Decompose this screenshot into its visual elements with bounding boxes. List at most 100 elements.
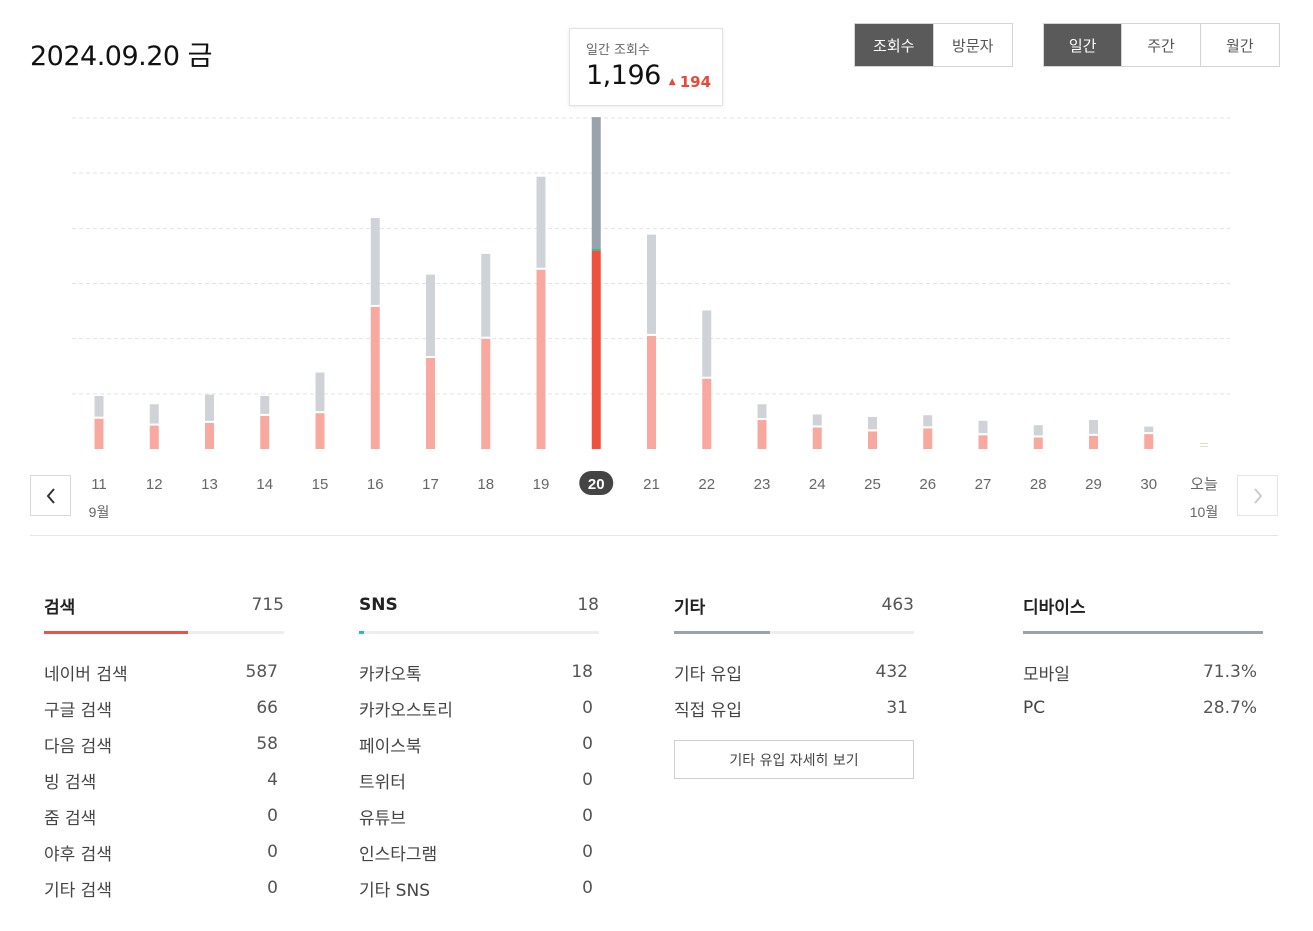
bar-separator: [315, 411, 325, 414]
bar-separator: [978, 433, 988, 436]
metric-toggle: 조회수 방문자: [854, 23, 1013, 67]
period-toggle: 일간 주간 월간: [1043, 23, 1280, 67]
tooltip-value: 1,196: [586, 60, 661, 91]
sns-panel-total: 18: [577, 595, 599, 615]
bar-secondary: [1033, 425, 1043, 436]
bar-primary: [591, 250, 601, 449]
bar-primary: [370, 306, 380, 449]
x-tick-label: 16: [367, 476, 384, 493]
bar-secondary: [426, 274, 435, 356]
bar-secondary: [1089, 419, 1098, 434]
sns-share-fill: [359, 631, 364, 634]
row-label: 페이스북: [359, 736, 422, 757]
list-item: 기타 SNS 0: [359, 870, 599, 906]
row-value: 0: [267, 842, 278, 862]
row-label: 모바일: [1023, 664, 1070, 685]
bar-primary: [205, 422, 214, 449]
bar-separator: [481, 336, 491, 339]
list-item: 기타 유입 432: [674, 654, 914, 690]
bar-primary: [868, 431, 877, 449]
bar-separator: [1089, 433, 1098, 436]
bar-primary: [1089, 435, 1098, 449]
row-label: 기타 SNS: [359, 880, 430, 901]
bar-separator: [370, 304, 380, 307]
bar-primary: [426, 357, 435, 449]
bar-separator: [923, 426, 933, 429]
bar-separator: [94, 416, 104, 419]
bar-separator: [149, 423, 159, 426]
row-label: 구글 검색: [44, 700, 112, 721]
sns-panel: SNS 18 카카오톡 18 카카오스토리 0 페이스북 0 트위터 0 유튜브 0 인스…: [359, 590, 599, 906]
bar-separator: [1033, 435, 1043, 438]
bar-primary: [1144, 434, 1154, 449]
visitors-button[interactable]: 방문자: [933, 24, 1012, 66]
row-value: 71.3%: [1202, 662, 1257, 682]
sns-share-bar: [359, 631, 599, 634]
row-label: 인스타그램: [359, 844, 438, 865]
bar-secondary: [370, 218, 380, 305]
other-share-bar: [674, 631, 914, 634]
x-tick-label: 13: [201, 476, 218, 493]
tooltip-delta: ▲ 194: [669, 73, 711, 91]
list-item: 줌 검색 0: [44, 798, 284, 834]
row-label: 줌 검색: [44, 808, 97, 829]
month-label: 9월: [89, 504, 110, 520]
other-panel-total: 463: [881, 595, 914, 615]
bar-primary: [978, 435, 988, 449]
section-divider: [30, 535, 1278, 536]
bar-secondary: [591, 117, 601, 249]
row-label: 직접 유입: [674, 700, 742, 721]
x-tick-label: 11: [91, 476, 107, 493]
tooltip-label: 일간 조회수: [586, 43, 650, 58]
row-value: 0: [582, 878, 593, 898]
x-tick-label: 14: [256, 476, 273, 493]
row-value: 587: [245, 662, 278, 682]
list-item: 인스타그램 0: [359, 834, 599, 870]
x-tick-label: 30: [1140, 476, 1157, 493]
bar-primary: [536, 269, 546, 449]
monthly-button[interactable]: 월간: [1200, 24, 1280, 66]
chevron-right-icon[interactable]: [1237, 475, 1278, 516]
x-tick-label: 29: [1085, 476, 1102, 493]
list-item: 빙 검색 4: [44, 762, 284, 798]
up-arrow-icon: ▲: [668, 77, 676, 87]
row-value: 0: [582, 770, 593, 790]
other-panel: 기타 463 기타 유입 432 직접 유입 31 기타 유입 자세히 보기: [674, 590, 914, 779]
x-tick-label: 22: [698, 476, 715, 493]
row-value: 18: [571, 662, 593, 682]
bar-primary: [260, 415, 270, 449]
x-tick-label: 28: [1030, 476, 1047, 493]
bar-secondary: [315, 372, 325, 412]
search-panel: 검색 715 네이버 검색 587 구글 검색 66 다음 검색 58 빙 검색 4 줌…: [44, 590, 284, 906]
list-item: 페이스북 0: [359, 726, 599, 762]
weekly-button[interactable]: 주간: [1122, 24, 1201, 66]
other-detail-button[interactable]: 기타 유입 자세히 보기: [674, 740, 914, 779]
bar-secondary: [1144, 426, 1154, 433]
month-label: 10월: [1190, 504, 1218, 520]
device-share-bar: [1023, 631, 1263, 634]
list-item: 다음 검색 58: [44, 726, 284, 762]
list-item: 구글 검색 66: [44, 690, 284, 726]
list-item: 카카오스토리 0: [359, 690, 599, 726]
device-share-fill: [1023, 631, 1263, 634]
search-share-fill: [44, 631, 188, 634]
row-label: 유튜브: [359, 808, 406, 829]
views-button[interactable]: 조회수: [855, 24, 934, 66]
row-value: 0: [582, 842, 593, 862]
bar-secondary: [205, 394, 214, 421]
row-label: 야후 검색: [44, 844, 112, 865]
row-value: 0: [267, 806, 278, 826]
bar-primary: [647, 335, 656, 449]
tooltip-delta-value: 194: [679, 73, 712, 91]
row-label: 기타 검색: [44, 880, 112, 901]
row-label: 다음 검색: [44, 736, 112, 757]
chevron-left-icon[interactable]: [30, 475, 71, 516]
row-value: 66: [256, 698, 278, 718]
bar-secondary: [923, 415, 933, 427]
list-item: 카카오톡 18: [359, 654, 599, 690]
daily-button[interactable]: 일간: [1044, 24, 1123, 66]
bar-secondary: [757, 404, 767, 419]
x-tick-label: 23: [754, 476, 771, 493]
list-item: 유튜브 0: [359, 798, 599, 834]
row-value: 4: [267, 770, 278, 790]
